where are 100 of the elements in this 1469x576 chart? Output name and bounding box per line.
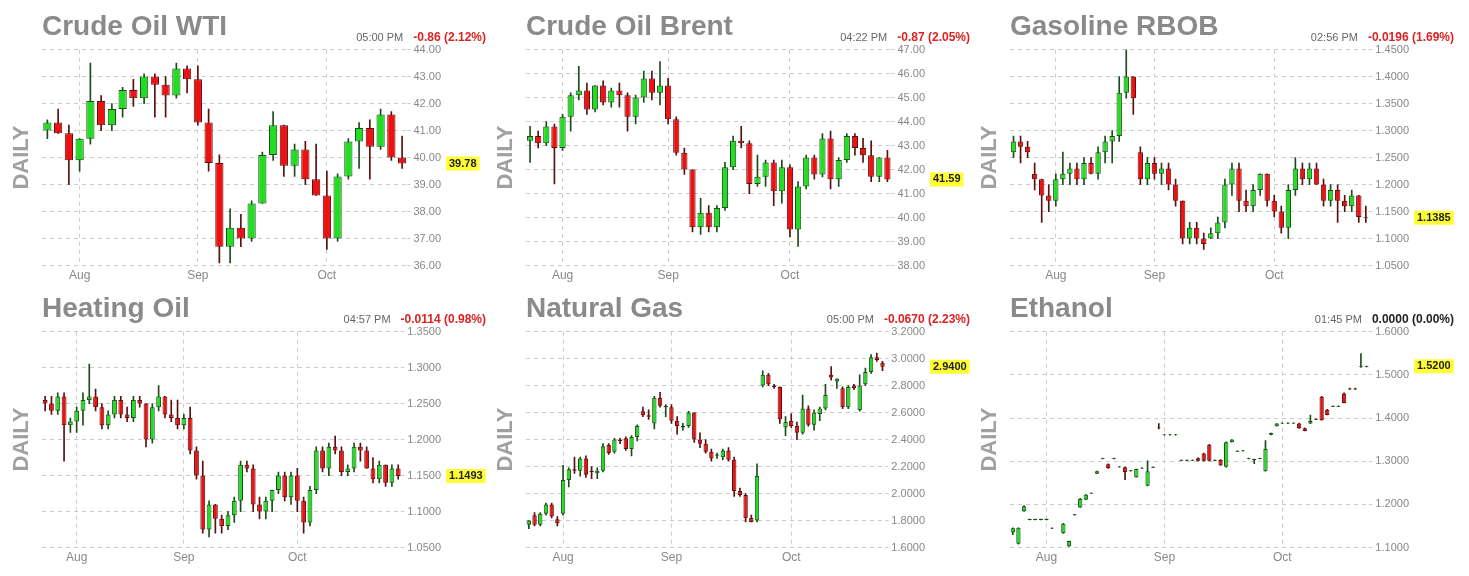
y-tick-label: 46.00 bbox=[897, 66, 925, 79]
y-tick-label: 1.4500 bbox=[1375, 42, 1410, 55]
candlestick bbox=[703, 439, 708, 454]
y-tick-label: 2.8000 bbox=[891, 378, 926, 391]
candlestick bbox=[93, 388, 98, 412]
candlestick bbox=[555, 516, 560, 527]
text: -0.0670 (2.23%) bbox=[883, 311, 970, 326]
y-tick-label: 1.6000 bbox=[1375, 324, 1410, 337]
y-tick-label: 3.0000 bbox=[891, 351, 926, 364]
text: -0.87 (2.05%) bbox=[897, 29, 970, 44]
text: 05:00 PM bbox=[356, 30, 404, 43]
text: 0.0000 (0.00%) bbox=[1371, 311, 1454, 326]
y-tick-label: 2.6000 bbox=[891, 405, 926, 418]
x-tick-label: Oct bbox=[780, 268, 800, 283]
y-tick-label: 1.4000 bbox=[1375, 69, 1410, 82]
text: 1.1385 bbox=[1417, 210, 1451, 223]
x-tick-label: Oct bbox=[288, 550, 308, 565]
candlestick bbox=[828, 366, 834, 381]
y-tick-label: 38.00 bbox=[897, 258, 925, 271]
y-tick-label: 1.1000 bbox=[407, 504, 442, 517]
y-tick-label: 47.00 bbox=[897, 42, 925, 55]
y-axis-title: DAILY bbox=[976, 125, 1002, 190]
candlestick bbox=[880, 360, 885, 372]
candlestick bbox=[532, 512, 537, 527]
y-tick-label: 1.3500 bbox=[407, 324, 442, 337]
y-tick-label: 2.2000 bbox=[891, 459, 926, 472]
y-tick-label: 40.00 bbox=[413, 150, 441, 163]
y-tick-label: 1.1500 bbox=[1375, 204, 1410, 217]
x-tick-label: Sep bbox=[660, 550, 683, 565]
candlestick bbox=[766, 373, 771, 386]
candlestick bbox=[669, 404, 674, 424]
y-tick-label: 1.6000 bbox=[891, 540, 926, 553]
candlestick bbox=[1046, 184, 1052, 212]
x-tick-label: Sep bbox=[187, 268, 209, 283]
candlestick bbox=[1201, 452, 1206, 462]
chart-title: Heating Oil bbox=[42, 291, 190, 323]
candlestick bbox=[175, 399, 180, 430]
candlestick bbox=[257, 496, 262, 520]
text: 01:45 PM bbox=[1314, 312, 1362, 325]
text: -0.86 (2.12%) bbox=[413, 29, 486, 44]
x-tick-label: Sep bbox=[1143, 268, 1166, 283]
x-tick-label: Oct bbox=[1272, 550, 1293, 565]
x-tick-label: Oct bbox=[1264, 268, 1285, 283]
y-tick-label: 1.0500 bbox=[407, 540, 442, 553]
text: -0.0114 (0.98%) bbox=[400, 311, 486, 326]
y-tick-label: 41.00 bbox=[897, 186, 925, 199]
y-tick-label: 1.8000 bbox=[891, 513, 926, 526]
candlestick bbox=[549, 502, 554, 519]
candlestick bbox=[863, 367, 868, 386]
x-tick-label: Aug bbox=[1035, 550, 1058, 565]
candlestick bbox=[575, 66, 582, 101]
y-tick-label: 1.1000 bbox=[1375, 231, 1410, 244]
candlestick bbox=[709, 448, 714, 462]
candlestick bbox=[629, 435, 634, 457]
candlestick bbox=[743, 493, 748, 523]
text: 05:00 PM bbox=[826, 312, 874, 325]
candlestick bbox=[783, 416, 788, 436]
candlestick bbox=[1308, 414, 1313, 424]
chart-title: Natural Gas bbox=[526, 291, 684, 323]
candlestick bbox=[800, 394, 805, 435]
text: 04:57 PM bbox=[343, 312, 391, 325]
x-tick-label: Oct bbox=[781, 550, 802, 565]
y-axis-title: DAILY bbox=[492, 125, 518, 190]
candlestick bbox=[874, 352, 879, 362]
candlestick bbox=[131, 396, 136, 422]
y-tick-label: 1.2000 bbox=[1375, 177, 1410, 190]
y-tick-label: 1.2000 bbox=[407, 432, 442, 445]
candlestick bbox=[1243, 189, 1249, 212]
y-tick-label: 1.4000 bbox=[1375, 411, 1410, 424]
candlestick bbox=[320, 446, 325, 473]
candlestick bbox=[168, 399, 174, 422]
candlestick bbox=[656, 61, 664, 106]
y-tick-label: 1.3000 bbox=[1375, 454, 1410, 467]
candlestick bbox=[840, 386, 845, 409]
candlestick bbox=[1263, 440, 1268, 472]
chart-title: Crude Oil WTI bbox=[42, 9, 228, 41]
candlestick bbox=[612, 437, 617, 454]
text: 39.78 bbox=[449, 156, 477, 169]
y-tick-label: 1.2500 bbox=[1375, 150, 1410, 163]
candlestick bbox=[1106, 463, 1111, 469]
candlestick bbox=[49, 396, 54, 415]
x-tick-label: Aug bbox=[552, 550, 574, 565]
x-tick-label: Aug bbox=[1045, 268, 1067, 283]
candlestick bbox=[1016, 527, 1021, 545]
y-tick-label: 39.00 bbox=[897, 234, 925, 247]
y-tick-label: 37.00 bbox=[413, 231, 441, 244]
candlestick bbox=[194, 446, 199, 480]
y-tick-label: 2.0000 bbox=[891, 486, 926, 499]
candlestick bbox=[383, 464, 389, 487]
y-tick-label: 1.1500 bbox=[407, 468, 442, 481]
y-tick-label: 45.00 bbox=[897, 90, 925, 103]
chart-title: Crude Oil Brent bbox=[526, 9, 733, 41]
candlestick bbox=[1145, 460, 1150, 487]
y-axis-title: DAILY bbox=[8, 125, 34, 190]
text: -0.0196 (1.69%) bbox=[1367, 29, 1454, 44]
text: 1.5200 bbox=[1417, 359, 1451, 372]
y-tick-label: 43.00 bbox=[897, 138, 925, 151]
y-tick-label: 1.0500 bbox=[1375, 258, 1410, 271]
candlestick bbox=[86, 363, 92, 404]
candlestick bbox=[686, 410, 691, 428]
